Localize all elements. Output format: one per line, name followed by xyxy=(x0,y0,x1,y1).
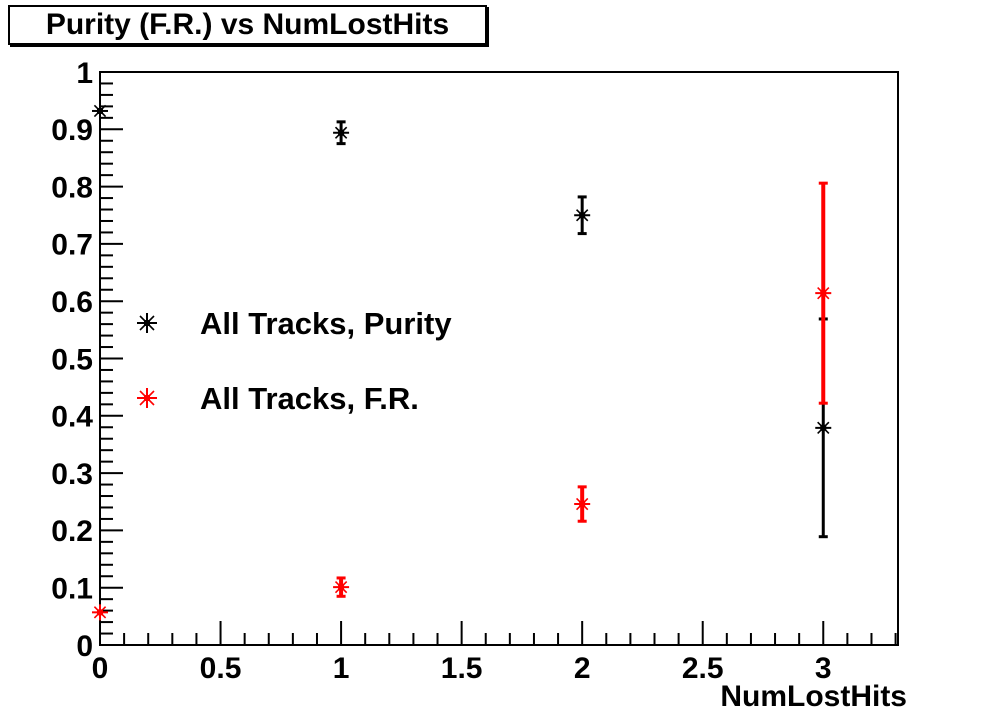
y-tick-label: 0.5 xyxy=(51,343,93,376)
x-tick-label: 3 xyxy=(815,652,832,685)
legend-marker xyxy=(137,313,157,333)
x-tick-label: 0.5 xyxy=(200,652,242,685)
series-purity xyxy=(92,102,832,539)
x-tick-label: 2 xyxy=(574,652,591,685)
data-marker xyxy=(815,285,832,302)
y-tick-label: 1 xyxy=(76,57,93,90)
x-tick-label: 1.5 xyxy=(441,652,483,685)
data-marker xyxy=(92,604,108,621)
legend: All Tracks, Purity All Tracks, F.R. xyxy=(137,306,452,416)
series-fr xyxy=(92,181,832,621)
y-tick-label: 0.9 xyxy=(51,114,93,147)
data-marker xyxy=(574,496,591,513)
x-axis-title: NumLostHits xyxy=(720,680,907,713)
data-marker xyxy=(333,124,350,141)
y-tick-label: 0.2 xyxy=(51,515,93,548)
y-tick-label: 0.3 xyxy=(51,458,93,491)
x-axis-ticks xyxy=(99,621,897,645)
x-tick-label: 2.5 xyxy=(682,652,724,685)
y-tick-label: 0.7 xyxy=(51,229,93,262)
x-tick-label: 1 xyxy=(333,652,350,685)
data-marker xyxy=(92,102,108,119)
y-tick-label: 0.8 xyxy=(51,171,93,204)
chart-title: Purity (F.R.) vs NumLostHits xyxy=(45,8,450,41)
chart-title-box: Purity (F.R.) vs NumLostHits xyxy=(8,5,487,45)
x-axis-labels: 0 0.5 1 1.5 2 2.5 3 xyxy=(92,652,832,685)
y-tick-label: 0.4 xyxy=(51,401,93,434)
legend-label: All Tracks, F.R. xyxy=(200,381,419,416)
y-tick-label: 0 xyxy=(76,630,93,663)
data-marker xyxy=(333,579,350,596)
data-marker xyxy=(815,419,832,436)
y-axis-labels: 0 0.1 0.2 0.3 0.4 0.5 0.6 0.7 0.8 0.9 1 xyxy=(51,57,93,663)
y-tick-label: 0.6 xyxy=(51,286,93,319)
x-tick-label: 0 xyxy=(92,652,109,685)
y-axis-ticks xyxy=(100,71,123,646)
legend-marker xyxy=(137,388,157,408)
legend-label: All Tracks, Purity xyxy=(200,306,452,341)
data-marker xyxy=(574,207,591,224)
plot-frame xyxy=(99,71,899,646)
y-tick-label: 0.1 xyxy=(51,573,93,606)
